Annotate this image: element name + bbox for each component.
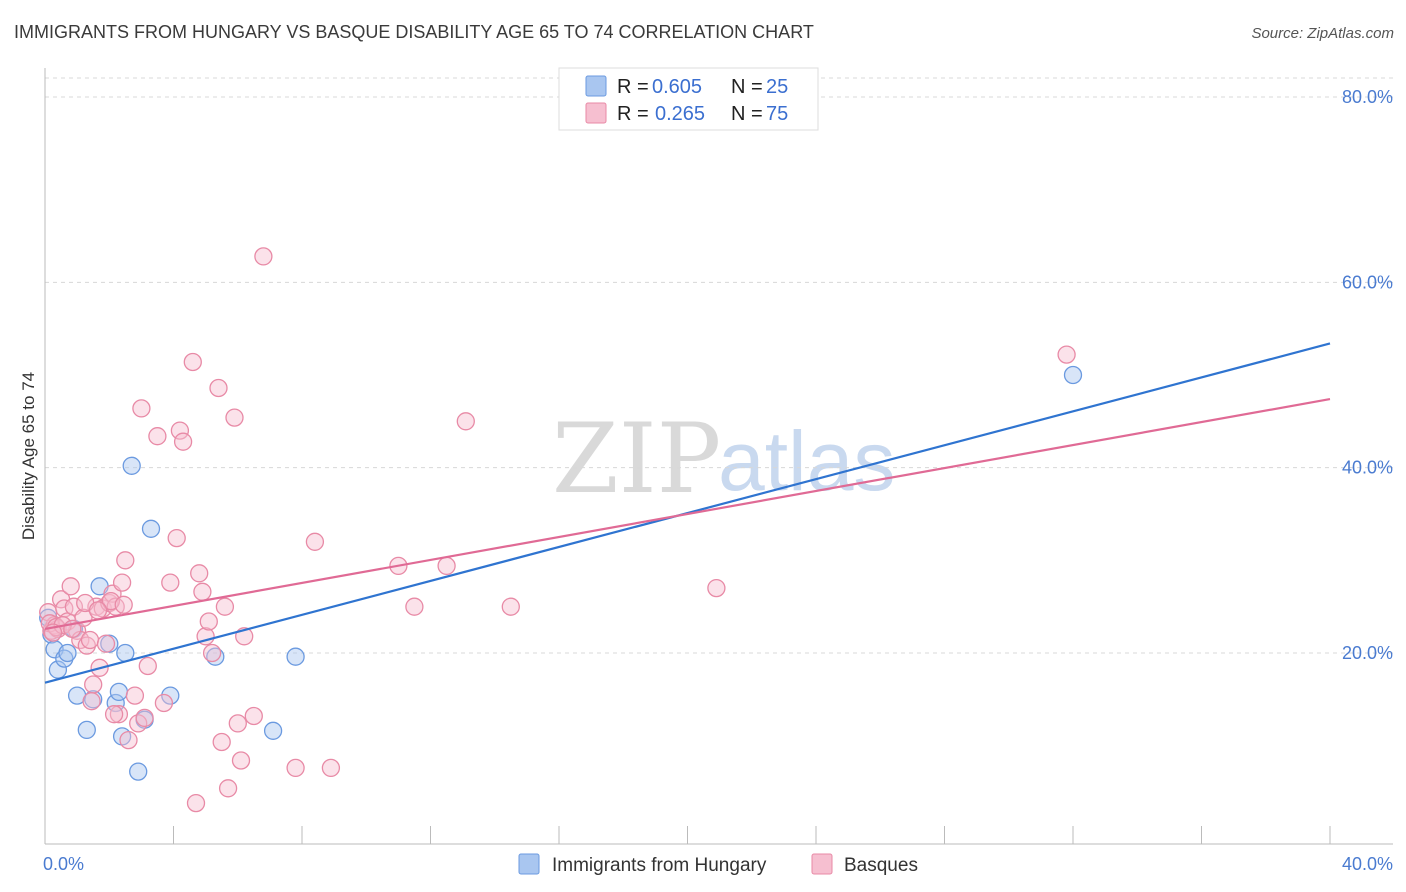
legend-n-label-basques: N =: [731, 103, 763, 125]
point-basques-14: [84, 675, 103, 694]
watermark: ZIP atlas: [552, 403, 895, 515]
legend-n-value-basques: 75: [766, 103, 788, 125]
chart-source: Source: ZipAtlas.com: [1251, 25, 1394, 42]
series-legend: Immigrants from Hungary Basques: [518, 853, 918, 876]
legend-n-value-hungary: 25: [766, 76, 788, 98]
legend-r-label-hungary: R =: [617, 76, 649, 98]
point-hungary-12: [109, 682, 129, 702]
legend-r-label-basques: R =: [617, 103, 649, 125]
legend-bottom-label-basques: Basques: [844, 855, 918, 876]
point-basques-25: [119, 730, 138, 750]
point-basques-36: [173, 432, 193, 451]
point-basques-29: [135, 708, 154, 728]
y-tick-label-2: 60.0%: [1342, 272, 1393, 292]
point-basques-30: [138, 656, 157, 676]
point-basques-48: [225, 408, 244, 427]
legend-bottom-label-hungary: Immigrants from Hungary: [552, 855, 767, 876]
point-basques-69: [114, 595, 133, 614]
point-hungary-4: [58, 643, 77, 663]
point-basques-32: [154, 693, 174, 713]
watermark-zip: ZIP: [552, 403, 721, 515]
point-basques-74: [88, 601, 108, 620]
legend-bottom-swatch-basques: [811, 853, 833, 875]
point-basques-46: [215, 597, 235, 616]
x-tick-labels: 0.0% 40.0%: [43, 854, 1393, 874]
point-basques-33: [161, 573, 180, 592]
point-hungary-23: [1063, 365, 1083, 385]
y-axis-label: Disability Age 65 to 74: [19, 372, 38, 540]
point-hungary-18: [141, 519, 161, 538]
x-tick-label-0: 0.0%: [43, 854, 84, 874]
point-basques-53: [254, 247, 273, 266]
point-basques-61: [501, 597, 520, 616]
point-hungary-22: [286, 647, 305, 666]
point-basques-12: [77, 636, 96, 655]
watermark-atlas: atlas: [718, 414, 895, 508]
point-basques-54: [286, 758, 305, 778]
point-basques-22: [109, 705, 129, 724]
y-tick-label-3: 80.0%: [1342, 87, 1393, 107]
legend-swatch-basques: [585, 102, 607, 124]
point-basques-18: [96, 634, 116, 653]
chart-title: IMMIGRANTS FROM HUNGARY VS BASQUE DISABI…: [14, 22, 814, 42]
point-basques-39: [190, 564, 209, 583]
point-hungary-3: [55, 649, 74, 668]
point-basques-72: [104, 705, 124, 724]
point-basques-42: [199, 612, 218, 631]
point-basques-47: [218, 779, 238, 798]
point-basques-63: [1057, 345, 1076, 364]
point-basques-44: [209, 378, 228, 398]
legend-r-value-hungary: 0.605: [652, 76, 702, 98]
legend-bottom-swatch-hungary: [518, 853, 540, 875]
point-basques-62: [707, 578, 726, 598]
correlation-legend: R = 0.605 N = 25 R = 0.265 N = 75: [558, 67, 819, 131]
point-basques-52: [244, 706, 263, 726]
legend-n-label-hungary: N =: [731, 76, 763, 98]
point-basques-59: [437, 556, 456, 576]
y-tick-labels: 20.0% 40.0% 60.0% 80.0%: [1342, 87, 1393, 663]
point-basques-24: [116, 551, 135, 570]
point-basques-40: [193, 582, 212, 601]
legend-swatch-hungary: [585, 75, 607, 97]
point-basques-60: [456, 412, 475, 431]
point-basques-26: [125, 686, 145, 705]
grid: [45, 77, 1393, 654]
point-basques-45: [212, 732, 231, 752]
point-basques-38: [186, 793, 206, 813]
y-tick-label-1: 40.0%: [1342, 458, 1393, 478]
point-basques-67: [82, 692, 101, 711]
point-hungary-7: [77, 720, 96, 740]
axes: [44, 68, 1393, 845]
point-basques-37: [183, 352, 202, 372]
point-basques-31: [148, 427, 167, 446]
point-hungary-19: [161, 686, 180, 705]
x-tick-label-1: 40.0%: [1342, 854, 1393, 874]
point-basques-35: [170, 421, 190, 440]
point-basques-43: [202, 643, 222, 663]
legend-r-value-basques: 0.265: [655, 103, 705, 125]
point-basques-13: [80, 630, 100, 650]
point-basques-58: [405, 597, 424, 616]
trend-lines: [44, 342, 1331, 684]
y-tick-label-0: 20.0%: [1342, 643, 1393, 663]
point-basques-23: [112, 573, 132, 592]
point-basques-49: [228, 714, 247, 733]
point-basques-50: [231, 751, 251, 770]
point-basques-34: [167, 528, 186, 548]
point-basques-7: [61, 577, 80, 596]
point-hungary-15: [122, 456, 141, 475]
point-basques-28: [132, 399, 151, 418]
point-basques-55: [305, 532, 325, 551]
trend-line-basques: [44, 398, 1331, 630]
data-points: [39, 247, 1083, 813]
point-hungary-21: [263, 721, 283, 740]
point-basques-56: [321, 758, 341, 778]
point-hungary-16: [129, 762, 148, 781]
